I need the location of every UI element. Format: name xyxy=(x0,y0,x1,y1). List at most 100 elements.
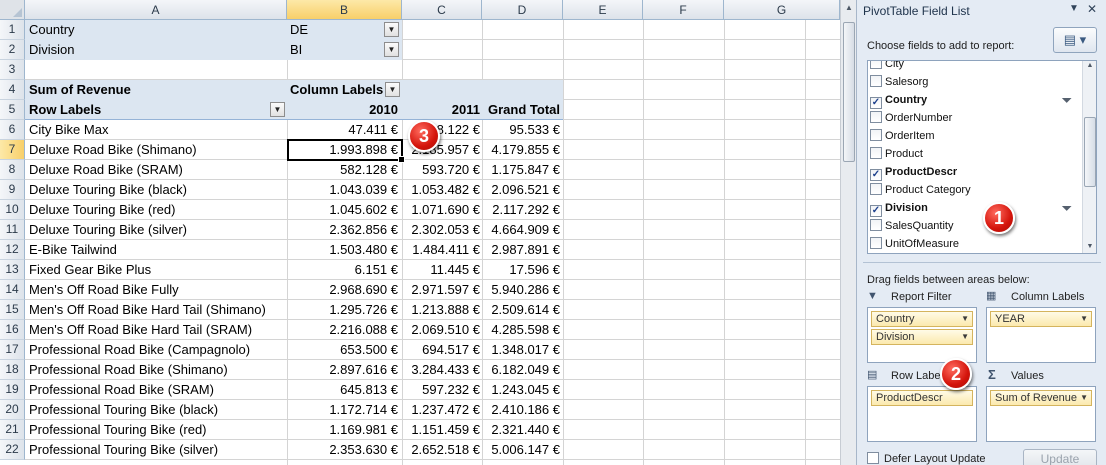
grand-total-cell[interactable]: 4.285.598 € xyxy=(491,322,560,337)
row-header-15[interactable]: 15 xyxy=(0,300,25,320)
row-label-cell[interactable]: Professional Touring Bike (silver) xyxy=(29,442,219,457)
report-filter-chip-country[interactable]: Country ▼ xyxy=(871,311,973,327)
row-header-4[interactable]: 4 xyxy=(0,80,25,100)
field-checkbox[interactable]: ✓ xyxy=(870,205,882,217)
scroll-down-icon[interactable]: ▼ xyxy=(1086,243,1094,250)
row-label-cell[interactable]: Deluxe Road Bike (Shimano) xyxy=(29,142,197,157)
row-label-cell[interactable]: Deluxe Touring Bike (red) xyxy=(29,202,176,217)
field-list-scrollbar[interactable]: ▲ ▼ xyxy=(1082,61,1096,253)
grand-total-cell[interactable]: 5.006.147 € xyxy=(491,442,560,457)
values-chip-sum-of-revenue[interactable]: Sum of Revenue ▼ xyxy=(990,390,1092,406)
chevron-down-icon[interactable]: ▼ xyxy=(1080,393,1088,402)
grand-total-cell[interactable]: 4.179.855 € xyxy=(491,142,560,157)
value-2010-cell[interactable]: 2.968.690 € xyxy=(329,282,398,297)
field-item-product[interactable]: Product xyxy=(870,145,923,163)
value-2011-cell[interactable]: 48.122 € xyxy=(429,122,480,137)
field-checkbox[interactable] xyxy=(870,111,882,123)
value-2010-cell[interactable]: 1.045.602 € xyxy=(329,202,398,217)
grand-total-cell[interactable]: 2.096.521 € xyxy=(491,182,560,197)
defer-layout-update[interactable]: Defer Layout Update xyxy=(867,452,986,465)
row-header-8[interactable]: 8 xyxy=(0,160,25,180)
pane-options-icon[interactable]: ▼ xyxy=(1069,3,1079,14)
grand-total-cell[interactable]: 1.348.017 € xyxy=(491,342,560,357)
value-2011-cell[interactable]: 3.284.433 € xyxy=(411,362,480,377)
value-2011-cell[interactable]: 694.517 € xyxy=(422,342,480,357)
value-2011-cell[interactable]: 2.069.510 € xyxy=(411,322,480,337)
row-label-cell[interactable]: Deluxe Touring Bike (silver) xyxy=(29,222,187,237)
grand-total-cell[interactable]: 2.509.614 € xyxy=(491,302,560,317)
column-header-a[interactable]: A xyxy=(25,0,287,20)
value-2010-cell[interactable]: 1.043.039 € xyxy=(329,182,398,197)
chevron-down-icon[interactable]: ▼ xyxy=(1080,314,1088,323)
value-2010-cell[interactable]: 1.503.480 € xyxy=(329,242,398,257)
report-filter-chip-division[interactable]: Division ▼ xyxy=(871,329,973,345)
field-item-product-category[interactable]: Product Category xyxy=(870,181,971,199)
value-2010-cell[interactable]: 1.993.898 € xyxy=(329,142,398,157)
row-header-7[interactable]: 7 xyxy=(0,140,25,160)
grand-total-cell[interactable]: 95.533 € xyxy=(509,122,560,137)
field-checkbox[interactable]: ✓ xyxy=(870,169,882,181)
value-2011-cell[interactable]: 11.445 € xyxy=(430,262,480,277)
row-label-cell[interactable]: Professional Touring Bike (black) xyxy=(29,402,219,417)
report-filter-area[interactable]: Country ▼ Division ▼ xyxy=(867,307,977,363)
column-header-d[interactable]: D xyxy=(482,0,563,20)
row-label-cell[interactable]: Fixed Gear Bike Plus xyxy=(29,262,152,277)
grand-total-cell[interactable]: 2.410.186 € xyxy=(491,402,560,417)
scroll-thumb[interactable] xyxy=(843,22,855,162)
field-checkbox[interactable] xyxy=(870,237,882,249)
row-labels-area[interactable]: ProductDescr xyxy=(867,386,977,442)
row-header-11[interactable]: 11 xyxy=(0,220,25,240)
value-2010-cell[interactable]: 2.897.616 € xyxy=(329,362,398,377)
grand-total-cell[interactable]: 2.321.440 € xyxy=(491,422,560,437)
row-label-cell[interactable]: Professional Road Bike (SRAM) xyxy=(29,382,214,397)
field-item-division[interactable]: ✓ Division ⏷ xyxy=(870,199,1072,217)
row-header-16[interactable]: 16 xyxy=(0,320,25,340)
value-2011-cell[interactable]: 1.484.411 € xyxy=(412,242,480,257)
row-label-cell[interactable]: Men's Off Road Bike Fully xyxy=(29,282,179,297)
row-header-17[interactable]: 17 xyxy=(0,340,25,360)
chevron-down-icon[interactable]: ▼ xyxy=(961,332,969,341)
close-icon[interactable]: ✕ xyxy=(1087,2,1098,16)
column-labels-chip-year[interactable]: YEAR ▼ xyxy=(990,311,1092,327)
field-checkbox[interactable] xyxy=(870,129,882,141)
values-area[interactable]: Sum of Revenue ▼ xyxy=(986,386,1096,442)
active-cell-b7[interactable] xyxy=(287,139,405,163)
value-2011-cell[interactable]: 1.237.472 € xyxy=(411,402,480,417)
field-checkbox[interactable] xyxy=(870,219,882,231)
field-item-ordernumber[interactable]: OrderNumber xyxy=(870,109,952,127)
value-2011-cell[interactable]: 2.971.597 € xyxy=(411,282,480,297)
value-2010-cell[interactable]: 653.500 € xyxy=(340,342,398,357)
column-header-next[interactable] xyxy=(805,0,840,20)
value-2011-cell[interactable]: 2.302.053 € xyxy=(411,222,480,237)
sheet-vertical-scrollbar[interactable]: ▲ xyxy=(840,0,856,465)
defer-checkbox[interactable] xyxy=(867,452,879,464)
row-label-cell[interactable]: Men's Off Road Bike Hard Tail (Shimano) xyxy=(29,302,266,317)
value-2011-cell[interactable]: 1.213.888 € xyxy=(411,302,480,317)
field-item-salesquantity[interactable]: SalesQuantity xyxy=(870,217,953,235)
value-2011-cell[interactable]: 2.652.518 € xyxy=(411,442,480,457)
row-label-cell[interactable]: Professional Touring Bike (red) xyxy=(29,422,207,437)
value-2010-cell[interactable]: 1.295.726 € xyxy=(329,302,398,317)
value-2011-cell[interactable]: 1.151.459 € xyxy=(411,422,480,437)
field-item-productdescr[interactable]: ✓ ProductDescr xyxy=(870,163,957,181)
value-2010-cell[interactable]: 6.151 € xyxy=(354,262,398,277)
chevron-down-icon[interactable]: ▼ xyxy=(961,314,969,323)
value-2010-cell[interactable]: 2.353.630 € xyxy=(329,442,398,457)
column-header-b[interactable]: B xyxy=(287,0,402,20)
column-header-c[interactable]: C xyxy=(402,0,482,20)
field-checkbox[interactable] xyxy=(870,75,882,87)
column-labels-area[interactable]: YEAR ▼ xyxy=(986,307,1096,363)
row-label-cell[interactable]: Deluxe Touring Bike (black) xyxy=(29,182,187,197)
row-label-cell[interactable]: Professional Road Bike (Campagnolo) xyxy=(29,342,251,357)
row-label-cell[interactable]: Professional Road Bike (Shimano) xyxy=(29,362,228,377)
value-2010-cell[interactable]: 1.172.714 € xyxy=(329,402,398,417)
grand-total-cell[interactable]: 1.243.045 € xyxy=(491,382,560,397)
field-checkbox[interactable] xyxy=(870,183,882,195)
value-2011-cell[interactable]: 593.720 € xyxy=(422,162,480,177)
field-item-city[interactable]: City xyxy=(870,61,904,73)
field-item-orderitem[interactable]: OrderItem xyxy=(870,127,935,145)
column-header-e[interactable]: E xyxy=(563,0,643,20)
scroll-up-icon[interactable]: ▲ xyxy=(1086,62,1094,69)
filter-dropdown-division[interactable]: ▼ xyxy=(384,42,399,57)
